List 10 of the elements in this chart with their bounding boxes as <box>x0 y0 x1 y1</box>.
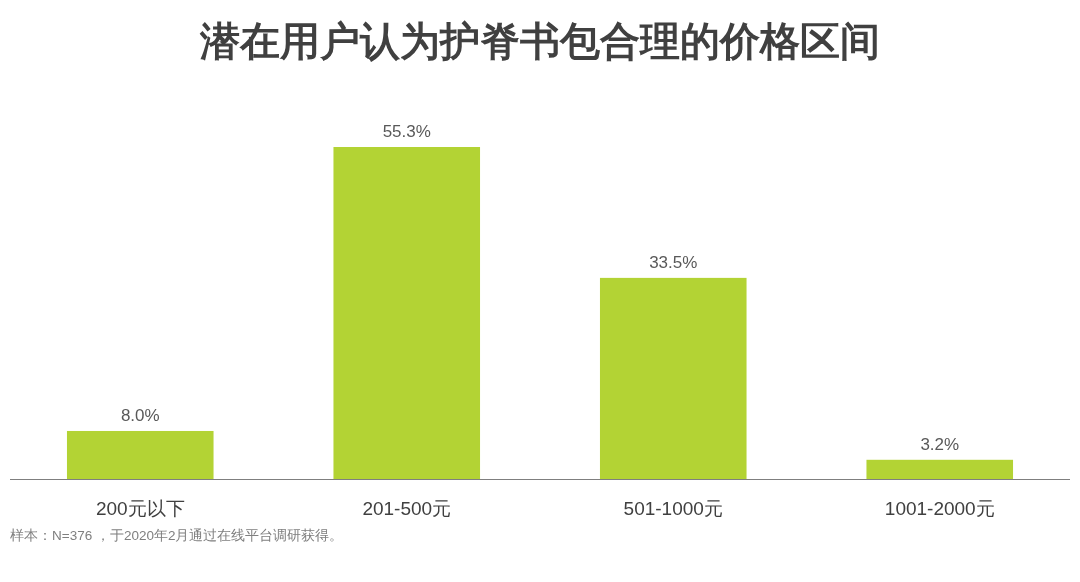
data-label: 3.2% <box>920 434 960 454</box>
title: 潜在用户认为护脊书包合理的价格区间 <box>200 19 880 63</box>
data-label: 55.3% <box>382 122 431 141</box>
x-tick-label: 1001-2000元 <box>884 498 995 519</box>
x-tick-label: 200元以下 <box>95 498 185 519</box>
annotation: 样本：N=376 ，于2020年2月通过在线平台调研获得。 <box>10 528 344 543</box>
x-tick-label: 501-1000元 <box>623 498 723 519</box>
data-label: 8.0% <box>120 405 160 425</box>
data-label: 33.5% <box>649 252 698 272</box>
x-tick-label: 201-500元 <box>362 498 452 519</box>
